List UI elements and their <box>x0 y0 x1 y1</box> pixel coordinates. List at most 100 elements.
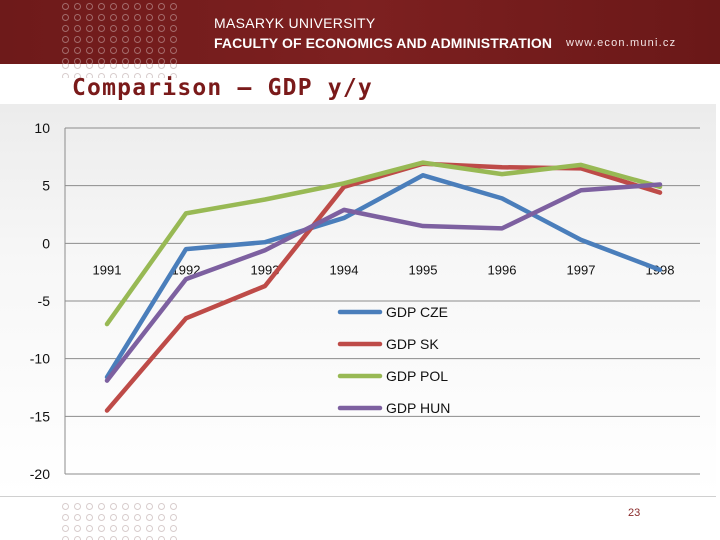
pattern-dot <box>134 503 141 510</box>
pattern-dot <box>134 514 141 521</box>
pattern-dot <box>170 3 177 10</box>
chart-frame: 10 5 0 -5 -10 -15 -20 1991 1992 1993 1994 1995 1996 1… <box>0 104 716 497</box>
pattern-dot <box>86 73 93 78</box>
pattern-dot <box>158 73 165 78</box>
pattern-dot <box>62 514 69 521</box>
x-tick-label: 1995 <box>409 262 438 277</box>
pattern-dot <box>62 36 69 43</box>
pattern-dot <box>110 514 117 521</box>
y-tick-label: -15 <box>30 408 50 424</box>
pattern-dot <box>98 58 105 64</box>
pattern-dot <box>122 525 129 532</box>
data-point <box>579 238 583 242</box>
pattern-dot <box>122 25 129 32</box>
pattern-dot <box>86 58 93 64</box>
pattern-dot <box>110 36 117 43</box>
pattern-dot <box>134 3 141 10</box>
pattern-dot <box>86 525 93 532</box>
pattern-dot <box>110 503 117 510</box>
pattern-dot <box>62 47 69 54</box>
pattern-dot <box>74 14 81 21</box>
pattern-dot <box>86 36 93 43</box>
data-point <box>421 173 425 177</box>
pattern-dot <box>170 536 177 540</box>
data-point <box>500 172 504 176</box>
pattern-dot <box>74 36 81 43</box>
data-point <box>184 277 188 281</box>
data-point <box>342 208 346 212</box>
pattern-dot <box>62 3 69 10</box>
pattern-dot <box>98 64 105 69</box>
pattern-dot <box>134 64 141 69</box>
data-point <box>421 224 425 228</box>
pattern-dot <box>62 73 69 78</box>
pattern-dot <box>158 3 165 10</box>
data-point <box>579 188 583 192</box>
pattern-dot <box>158 36 165 43</box>
data-point <box>500 196 504 200</box>
data-point <box>263 284 267 288</box>
pattern-dot <box>170 58 177 64</box>
data-point <box>263 198 267 202</box>
pattern-dot <box>146 3 153 10</box>
y-tick-label: -20 <box>30 466 50 482</box>
pattern-dot <box>62 64 69 69</box>
pattern-dot <box>62 536 69 540</box>
x-tick-label: 1997 <box>567 262 596 277</box>
pattern-dot <box>146 64 153 69</box>
pattern-dot <box>146 14 153 21</box>
pattern-dot <box>74 514 81 521</box>
pattern-dot <box>86 536 93 540</box>
pattern-dot <box>170 47 177 54</box>
pattern-dot <box>74 536 81 540</box>
pattern-dot <box>158 503 165 510</box>
legend-label: GDP HUN <box>386 400 450 416</box>
pattern-dot <box>74 64 81 69</box>
y-tick-label: 0 <box>42 235 50 251</box>
pattern-dot <box>134 25 141 32</box>
pattern-dot <box>158 25 165 32</box>
pattern-dot <box>62 58 69 64</box>
pattern-dot <box>158 58 165 64</box>
faculty-name: FACULTY OF ECONOMICS AND ADMINISTRATION <box>214 35 553 51</box>
pattern-dot <box>98 25 105 32</box>
y-tick-label: -10 <box>30 351 50 367</box>
pattern-dot <box>170 503 177 510</box>
data-point <box>105 322 109 326</box>
pattern-dot <box>110 73 117 78</box>
y-tick-label: 5 <box>42 178 50 194</box>
y-tick-label: -5 <box>38 293 51 309</box>
pattern-dot <box>122 3 129 10</box>
x-tick-label: 1992 <box>172 262 201 277</box>
pattern-dot <box>74 73 81 78</box>
pattern-dot <box>122 47 129 54</box>
data-point <box>658 191 662 195</box>
pattern-dot <box>74 58 81 64</box>
header-pattern-lower <box>62 64 182 78</box>
pattern-dot <box>62 14 69 21</box>
pattern-dot <box>134 536 141 540</box>
pattern-dot <box>98 503 105 510</box>
pattern-dot <box>74 525 81 532</box>
pattern-dot <box>134 73 141 78</box>
pattern-dot <box>98 536 105 540</box>
pattern-dot <box>122 536 129 540</box>
x-tick-label: 1994 <box>330 262 359 277</box>
data-point <box>658 268 662 272</box>
data-point <box>105 409 109 413</box>
pattern-dot <box>158 47 165 54</box>
pattern-dot <box>134 58 141 64</box>
pattern-dot <box>110 58 117 64</box>
series-line-gdp-cze <box>104 173 663 380</box>
pattern-dot <box>146 58 153 64</box>
pattern-dot <box>98 14 105 21</box>
pattern-dot <box>170 73 177 78</box>
pattern-dot <box>122 14 129 21</box>
pattern-dot <box>134 14 141 21</box>
pattern-dot <box>74 503 81 510</box>
data-point <box>500 226 504 230</box>
pattern-dot <box>122 64 129 69</box>
pattern-dot <box>170 14 177 21</box>
data-point <box>579 163 583 167</box>
